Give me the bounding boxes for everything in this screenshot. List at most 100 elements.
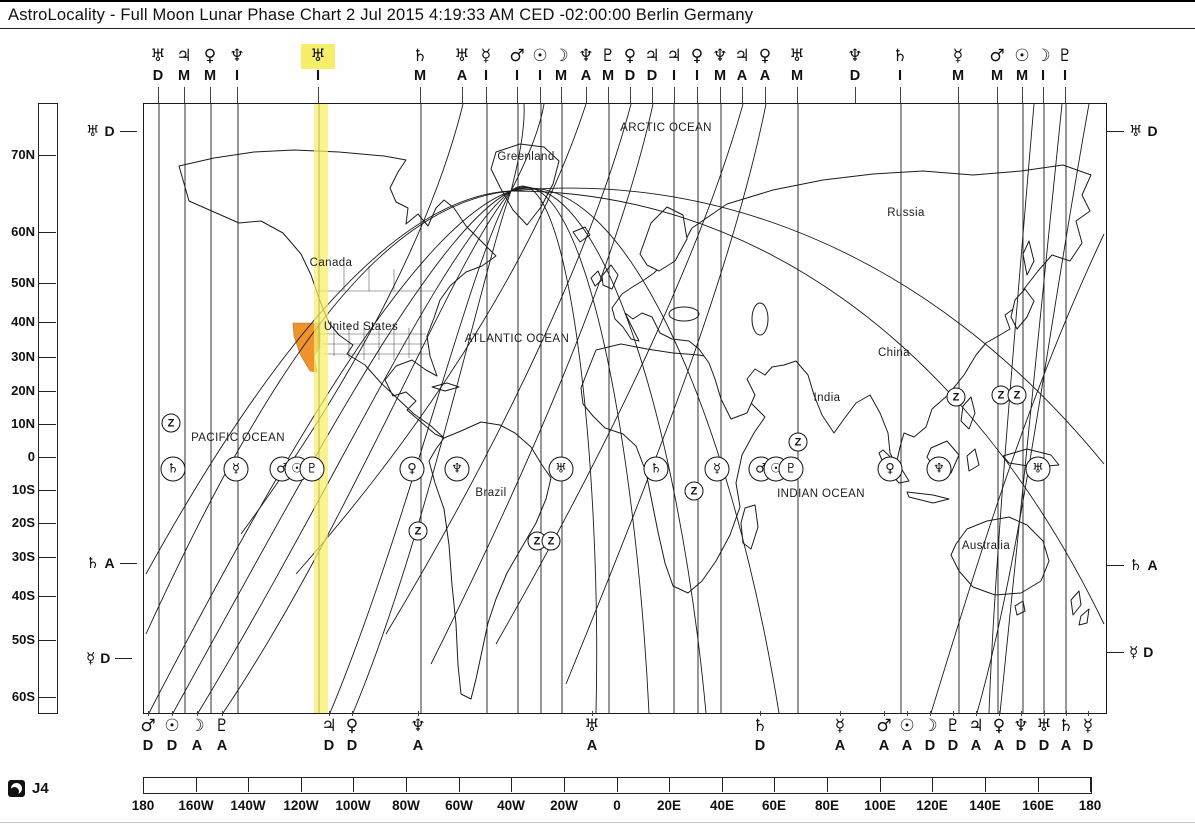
angle-letter: I [1062, 68, 1068, 84]
planet-glyph-icon: ♀ [690, 46, 704, 66]
planet-line-marker: ♀ A [984, 711, 1014, 756]
region-label: Greenland [497, 151, 555, 163]
latitude-label-text: 20N [11, 383, 35, 398]
region-label: China [877, 347, 911, 359]
planet-line-marker: ♄ I [885, 46, 915, 103]
angle-letter: A [1147, 557, 1158, 573]
planet-glyph-icon: ♄ [752, 716, 768, 736]
angle-letter: A [970, 738, 982, 754]
planet-line-marker: ♄ A [1051, 711, 1081, 756]
angle-letter: D [104, 123, 115, 139]
longitude-tick [669, 777, 670, 792]
marker-tick [1107, 130, 1124, 132]
planet-line-marker: ♅ I [303, 46, 333, 103]
planet-line-marker: ☽ M [546, 46, 576, 103]
planet-glyph-icon: ♆ [410, 716, 426, 736]
angle-letter: M [203, 68, 217, 84]
longitude-tick [143, 777, 144, 792]
angle-letter: D [1015, 738, 1027, 754]
planet-glyph-icon: ♅ [789, 46, 805, 66]
longitude-label-text: 40E [709, 798, 735, 813]
planet-glyph-icon: ♄ [412, 46, 428, 66]
uranus-line-highlight-band [314, 104, 328, 713]
longitude-tick [722, 777, 723, 792]
planet-glyph-icon: ♆ [578, 46, 594, 66]
zenith-z-marker: Z [408, 521, 428, 541]
zenith-planet-marker: ♆ [444, 456, 470, 482]
planet-line-marker: ☿ M [943, 46, 973, 103]
latitude-label-text: 20S [11, 515, 35, 530]
latitude-label-text: 50N [11, 275, 35, 290]
planet-glyph-icon: ♄ [86, 554, 100, 572]
planet-line-marker: ♃ A [727, 46, 757, 103]
latitude-label-text: 0 [27, 449, 35, 464]
cuba-outline [431, 382, 460, 392]
planet-line-marker: ♀ D [337, 711, 367, 756]
longitude-tick [1038, 777, 1039, 792]
planet-glyph-icon: ☽ [189, 716, 205, 736]
marker-tick [1107, 564, 1124, 566]
horizon-marker: ♅ D [86, 122, 137, 140]
angle-letter: M [413, 68, 427, 84]
latitude-label-text: 40S [11, 588, 35, 603]
world-map: ARCTIC OCEAN Greenland Russia Canada United … [143, 103, 1107, 714]
australia-outline [950, 516, 1050, 596]
longitude-label-text: 60E [761, 798, 787, 813]
madagascar-outline [740, 504, 759, 550]
sulawesi-outline [966, 448, 980, 472]
angle-letter: M [554, 68, 568, 84]
planet-glyph-icon: ♀ [992, 716, 1006, 736]
planet-line-marker: ♆ D [1006, 711, 1036, 756]
angle-letter: I [483, 68, 489, 84]
longitude-tick [1090, 777, 1091, 792]
planet-line-marker: ♆ D [840, 46, 870, 103]
longitude-label-text: 180 [1078, 798, 1102, 813]
angle-letter: M [177, 68, 191, 84]
planet-glyph-icon: ♀ [623, 46, 637, 66]
planet-glyph-icon: ♅ [86, 122, 100, 140]
region-label: Canada [309, 257, 353, 269]
longitude-label-text: 180 [131, 798, 155, 813]
longitude-tick [932, 777, 933, 792]
zenith-z-marker: Z [1007, 385, 1027, 405]
angle-letter: I [514, 68, 520, 84]
planet-glyph-icon: ♃ [176, 46, 192, 66]
angle-letter: M [951, 68, 965, 84]
planet-glyph-icon: ♆ [847, 46, 863, 66]
app-logo: J4 [8, 780, 49, 797]
swirl-logo-icon [8, 780, 25, 797]
angle-letter: D [924, 738, 936, 754]
longitude-tick [880, 777, 881, 792]
latitude-label-text: 60S [11, 689, 35, 704]
horizon-marker: ♄ A [86, 554, 137, 572]
planet-glyph-icon: ☿ [952, 46, 964, 66]
black-sea [668, 306, 700, 322]
planet-glyph-icon: ♅ [303, 46, 333, 67]
planet-line-marker: ☿ D [1073, 711, 1103, 756]
zenith-planet-marker: ♇ [778, 456, 804, 482]
planet-glyph-icon: ♂ [140, 716, 156, 736]
planet-line-marker: ♅ D [143, 46, 173, 103]
latitude-tick [39, 357, 56, 358]
latitude-tick [39, 523, 56, 524]
angle-letter: D [624, 68, 636, 84]
angle-letter: I [671, 68, 677, 84]
region-label: Brazil [475, 487, 507, 499]
angle-letter: D [152, 68, 164, 84]
planet-line-marker: ☽ A [182, 711, 212, 756]
marker-tick [1107, 651, 1124, 653]
region-label: Russia [887, 207, 925, 219]
latitude-tick [39, 557, 56, 558]
longitude-tick [301, 777, 302, 792]
planet-glyph-icon: ♅ [584, 716, 600, 736]
horizon-marker: ☿ D [86, 649, 133, 667]
planet-line-marker: ☽ I [1028, 46, 1058, 103]
planet-line-marker: ☿ I [471, 46, 501, 103]
planet-line-marker: ☿ A [825, 711, 855, 756]
angle-letter: I [1040, 68, 1046, 84]
longitude-tick [248, 777, 249, 792]
angle-letter: D [1038, 738, 1050, 754]
marker-tick [115, 657, 133, 659]
planet-glyph-icon: ♃ [666, 46, 682, 66]
